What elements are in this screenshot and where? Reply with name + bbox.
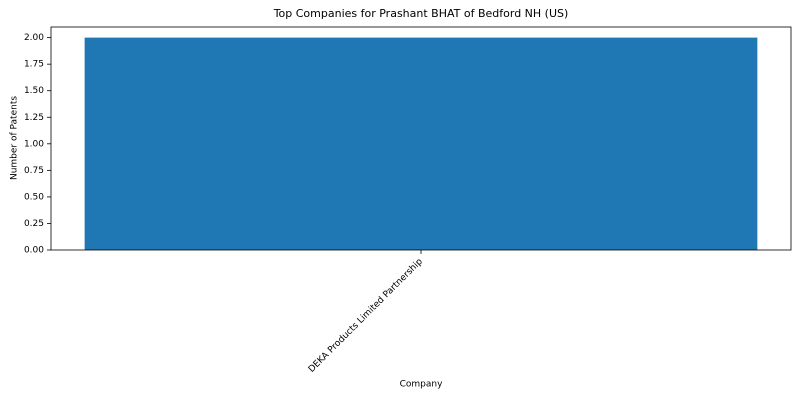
y-tick-label: 0.00	[24, 246, 44, 256]
y-tick-label: 1.50	[24, 86, 44, 96]
chart: Top Companies for Prashant BHAT of Bedfo…	[0, 0, 800, 400]
x-axis-label: Company	[400, 380, 443, 390]
y-axis-label: Number of Patents	[10, 96, 20, 180]
y-tick-label: 1.25	[24, 113, 44, 123]
y-tick-label: 0.50	[24, 192, 44, 202]
bar	[85, 38, 758, 250]
y-tick-label: 0.75	[24, 166, 44, 176]
x-tick-label: DEKA Products Limited Partnership	[307, 257, 425, 375]
y-tick-label: 2.00	[24, 33, 44, 43]
y-tick-label: 0.25	[24, 219, 44, 229]
y-tick-label: 1.00	[24, 139, 44, 149]
chart-title: Top Companies for Prashant BHAT of Bedfo…	[273, 7, 569, 20]
y-tick-label: 1.75	[24, 60, 44, 70]
